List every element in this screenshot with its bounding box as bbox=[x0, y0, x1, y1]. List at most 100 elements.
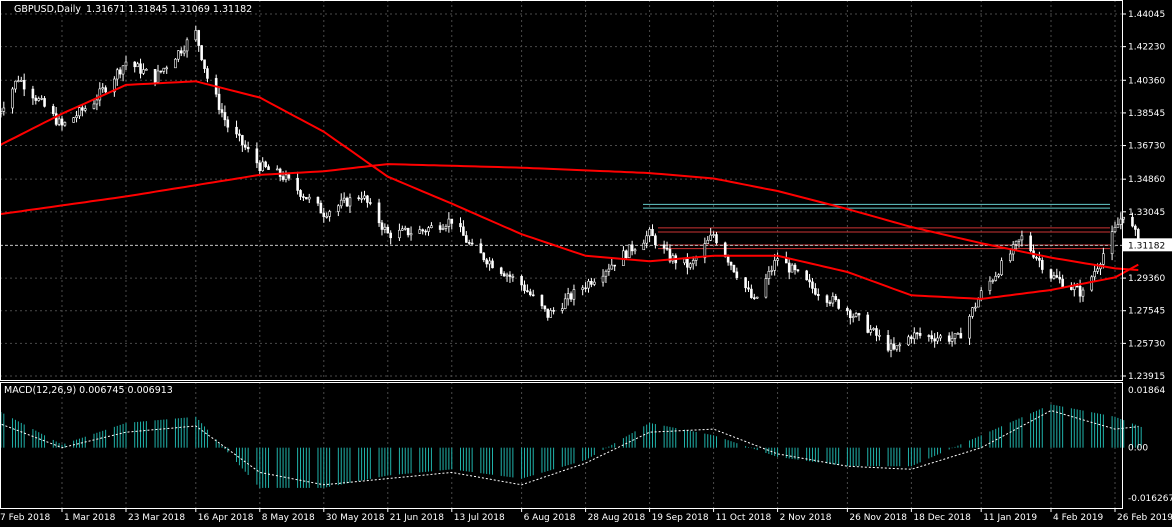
macd-signal-line bbox=[0, 409, 1139, 486]
candle-body bbox=[223, 112, 227, 121]
candle-body bbox=[104, 87, 107, 93]
candle-body bbox=[133, 61, 137, 68]
current-price-badge bbox=[1123, 238, 1172, 252]
candle-body bbox=[296, 177, 299, 191]
axes: 1.44045 1.42230 1.40360 1.38545 1.36730 1.348… bbox=[0, 10, 1172, 523]
chart-frames bbox=[0, 0, 1123, 509]
candle-body bbox=[520, 276, 523, 286]
candle-body bbox=[994, 275, 998, 281]
grid bbox=[0, 0, 1122, 508]
price-tick-label: 1.23915 bbox=[1128, 372, 1165, 382]
candle-body bbox=[113, 78, 116, 93]
candle-body bbox=[1061, 278, 1064, 288]
candle-body bbox=[613, 264, 616, 267]
candle-body bbox=[185, 39, 189, 52]
candle-body bbox=[217, 93, 221, 110]
candle-body bbox=[243, 144, 247, 148]
candle-body bbox=[729, 261, 733, 266]
candle-body bbox=[380, 222, 384, 230]
candle-body bbox=[1029, 235, 1032, 252]
candle-body bbox=[325, 216, 329, 218]
candle-body bbox=[488, 260, 491, 265]
candle-body bbox=[200, 45, 203, 61]
candle-body bbox=[302, 196, 305, 198]
candle-body bbox=[950, 338, 954, 342]
candle-body bbox=[790, 264, 794, 273]
time-tick-label: 30 May 2018 bbox=[326, 513, 385, 523]
macd-tick-label: 0.01864 bbox=[1128, 386, 1165, 396]
candle-body bbox=[712, 234, 715, 236]
candle-body bbox=[668, 248, 672, 262]
candle-body bbox=[447, 218, 451, 227]
candle-body bbox=[81, 107, 84, 111]
candle-body bbox=[851, 316, 855, 318]
candle-body bbox=[784, 258, 788, 264]
candle-body bbox=[398, 229, 401, 239]
candle-body bbox=[715, 234, 718, 244]
candle-body bbox=[895, 345, 899, 350]
candle-body bbox=[662, 244, 666, 249]
candle-body bbox=[1116, 224, 1120, 228]
price-tick-label: 1.33045 bbox=[1128, 208, 1165, 218]
candle-body bbox=[898, 344, 902, 347]
candle-body bbox=[444, 226, 448, 229]
time-tick-label: 8 May 2018 bbox=[262, 513, 315, 523]
candle-body bbox=[162, 67, 166, 72]
candle-body bbox=[1081, 289, 1085, 297]
candle-body bbox=[918, 332, 922, 336]
candle-body bbox=[936, 337, 939, 342]
candle-body bbox=[808, 279, 811, 283]
candle-body bbox=[37, 98, 41, 101]
candle-body bbox=[837, 299, 840, 309]
candle-body bbox=[572, 289, 576, 300]
candle-body bbox=[787, 262, 791, 273]
candle-body bbox=[642, 242, 646, 251]
candle-body bbox=[988, 280, 992, 291]
ohlc-values: 1.31671 1.31845 1.31069 1.31182 bbox=[86, 4, 252, 15]
candle-body bbox=[502, 273, 506, 277]
candle-body bbox=[889, 343, 893, 351]
candle-body bbox=[552, 310, 555, 312]
candle-body bbox=[424, 230, 427, 233]
candle-body bbox=[755, 296, 759, 299]
candle-body bbox=[406, 227, 410, 236]
candle-body bbox=[165, 67, 169, 70]
candle-body bbox=[366, 195, 369, 203]
candle-body bbox=[753, 297, 756, 299]
candle-body bbox=[51, 106, 55, 114]
candle-body bbox=[1090, 276, 1094, 291]
candle-body bbox=[299, 190, 302, 197]
candle-body bbox=[566, 293, 570, 300]
candle-body bbox=[854, 313, 858, 317]
ma-slow-line bbox=[0, 163, 1139, 271]
macd-histogram bbox=[0, 404, 1142, 488]
candle-body bbox=[750, 288, 753, 298]
candle-body bbox=[258, 162, 262, 172]
candle-body bbox=[479, 243, 483, 254]
candle-body bbox=[174, 58, 177, 69]
candle-body bbox=[584, 287, 587, 290]
candle-body bbox=[1075, 285, 1079, 288]
candle-body bbox=[238, 133, 241, 136]
candle-body bbox=[2, 107, 6, 112]
candle-body bbox=[604, 270, 608, 277]
candle-body bbox=[1040, 260, 1044, 270]
candle-body bbox=[968, 316, 971, 339]
candle-body bbox=[686, 258, 689, 268]
candle-body bbox=[590, 280, 593, 285]
candle-body bbox=[805, 270, 808, 281]
time-tick-label: 23 Mar 2018 bbox=[128, 513, 185, 523]
price-tick-label: 1.44045 bbox=[1128, 10, 1165, 20]
candle-body bbox=[939, 335, 942, 339]
candle-body bbox=[689, 263, 692, 268]
candle-body bbox=[735, 271, 739, 278]
candle-body bbox=[485, 259, 488, 265]
candle-body bbox=[499, 267, 503, 274]
candle-body bbox=[287, 174, 291, 179]
candle-body bbox=[546, 308, 550, 318]
candle-body bbox=[526, 290, 529, 293]
horizontal-levels[interactable] bbox=[0, 203, 1122, 250]
candle-body bbox=[505, 274, 509, 277]
candle-body bbox=[593, 281, 596, 285]
